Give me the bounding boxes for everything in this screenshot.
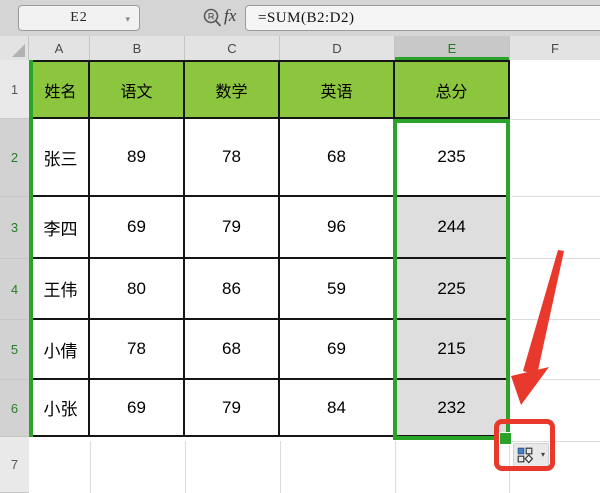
cell-E5-selected[interactable]: 215 xyxy=(395,320,510,380)
cell-B6[interactable]: 69 xyxy=(90,380,185,437)
cell-A1[interactable]: 姓名 xyxy=(33,60,90,119)
column-header-b[interactable]: B xyxy=(90,36,185,60)
row-header-1[interactable]: 1 xyxy=(0,60,29,119)
column-header-d[interactable]: D xyxy=(280,36,395,60)
row-header-7[interactable]: 7 xyxy=(0,437,29,493)
gridline xyxy=(185,441,186,493)
name-box[interactable]: E2 ▾ xyxy=(18,5,140,31)
row-header-4[interactable]: 4 xyxy=(0,259,29,320)
cell-E6-selected[interactable]: 232 xyxy=(395,380,510,437)
column-header-f[interactable]: F xyxy=(510,36,600,60)
cell-D3[interactable]: 96 xyxy=(280,197,395,259)
cell-D1[interactable]: 英语 xyxy=(280,60,395,119)
cell-B1[interactable]: 语文 xyxy=(90,60,185,119)
paste-options-button[interactable]: ▾ xyxy=(513,443,549,467)
formula-input[interactable]: =SUM(B2:D2) xyxy=(245,5,600,31)
paste-options-icon xyxy=(517,447,534,463)
chevron-down-icon[interactable]: ▾ xyxy=(125,14,131,24)
cell-B3[interactable]: 69 xyxy=(90,197,185,259)
cell-A4[interactable]: 王伟 xyxy=(33,259,90,320)
gridline xyxy=(280,441,281,493)
row-header-5[interactable]: 5 xyxy=(0,320,29,380)
column-header-c[interactable]: C xyxy=(185,36,280,60)
cell-C4[interactable]: 86 xyxy=(185,259,280,320)
row-header-2[interactable]: 2 xyxy=(0,119,29,197)
formula-text: =SUM(B2:D2) xyxy=(258,9,355,26)
row-header-3[interactable]: 3 xyxy=(0,197,29,259)
cell-A5[interactable]: 小倩 xyxy=(33,320,90,380)
cell-D2[interactable]: 68 xyxy=(280,119,395,197)
search-function-icon[interactable] xyxy=(202,7,223,35)
cell-E1[interactable]: 总分 xyxy=(395,60,510,119)
cell-E2-active[interactable]: 235 xyxy=(395,119,510,197)
cell-B2[interactable]: 89 xyxy=(90,119,185,197)
cell-C5[interactable]: 68 xyxy=(185,320,280,380)
gridline xyxy=(395,441,396,493)
column-header-a[interactable]: A xyxy=(29,36,90,60)
cell-B4[interactable]: 80 xyxy=(90,259,185,320)
cell-D4[interactable]: 59 xyxy=(280,259,395,320)
gridline xyxy=(512,379,600,380)
gridline xyxy=(90,441,91,493)
select-all-corner[interactable] xyxy=(0,36,29,60)
cell-B5[interactable]: 78 xyxy=(90,320,185,380)
cell-E4-selected[interactable]: 225 xyxy=(395,259,510,320)
cell-A3[interactable]: 李四 xyxy=(33,197,90,259)
cell-A6[interactable]: 小张 xyxy=(33,380,90,437)
cell-A2[interactable]: 张三 xyxy=(33,119,90,197)
gridline xyxy=(509,441,510,493)
gridline xyxy=(512,441,600,442)
fill-handle[interactable] xyxy=(500,433,511,444)
selected-rows-accent-stripe xyxy=(29,60,33,437)
formula-toolbar: E2 ▾ fx =SUM(B2:D2) xyxy=(0,0,600,37)
gridline xyxy=(512,119,600,120)
cell-C2[interactable]: 78 xyxy=(185,119,280,197)
cell-C3[interactable]: 79 xyxy=(185,197,280,259)
row-header-6[interactable]: 6 xyxy=(0,380,29,437)
corner-triangle-icon xyxy=(12,44,25,57)
cell-C1[interactable]: 数学 xyxy=(185,60,280,119)
gridline xyxy=(512,319,600,320)
cell-D5[interactable]: 69 xyxy=(280,320,395,380)
name-box-value: E2 xyxy=(70,10,88,25)
gridline xyxy=(512,196,600,197)
column-header-e-selected[interactable]: E xyxy=(395,36,510,60)
gridline xyxy=(512,258,600,259)
cell-E3-selected[interactable]: 244 xyxy=(395,197,510,259)
chevron-down-icon[interactable]: ▾ xyxy=(540,450,545,459)
cell-D6[interactable]: 84 xyxy=(280,380,395,437)
cell-C6[interactable]: 79 xyxy=(185,380,280,437)
fx-insert-function-button[interactable]: fx xyxy=(224,6,237,25)
